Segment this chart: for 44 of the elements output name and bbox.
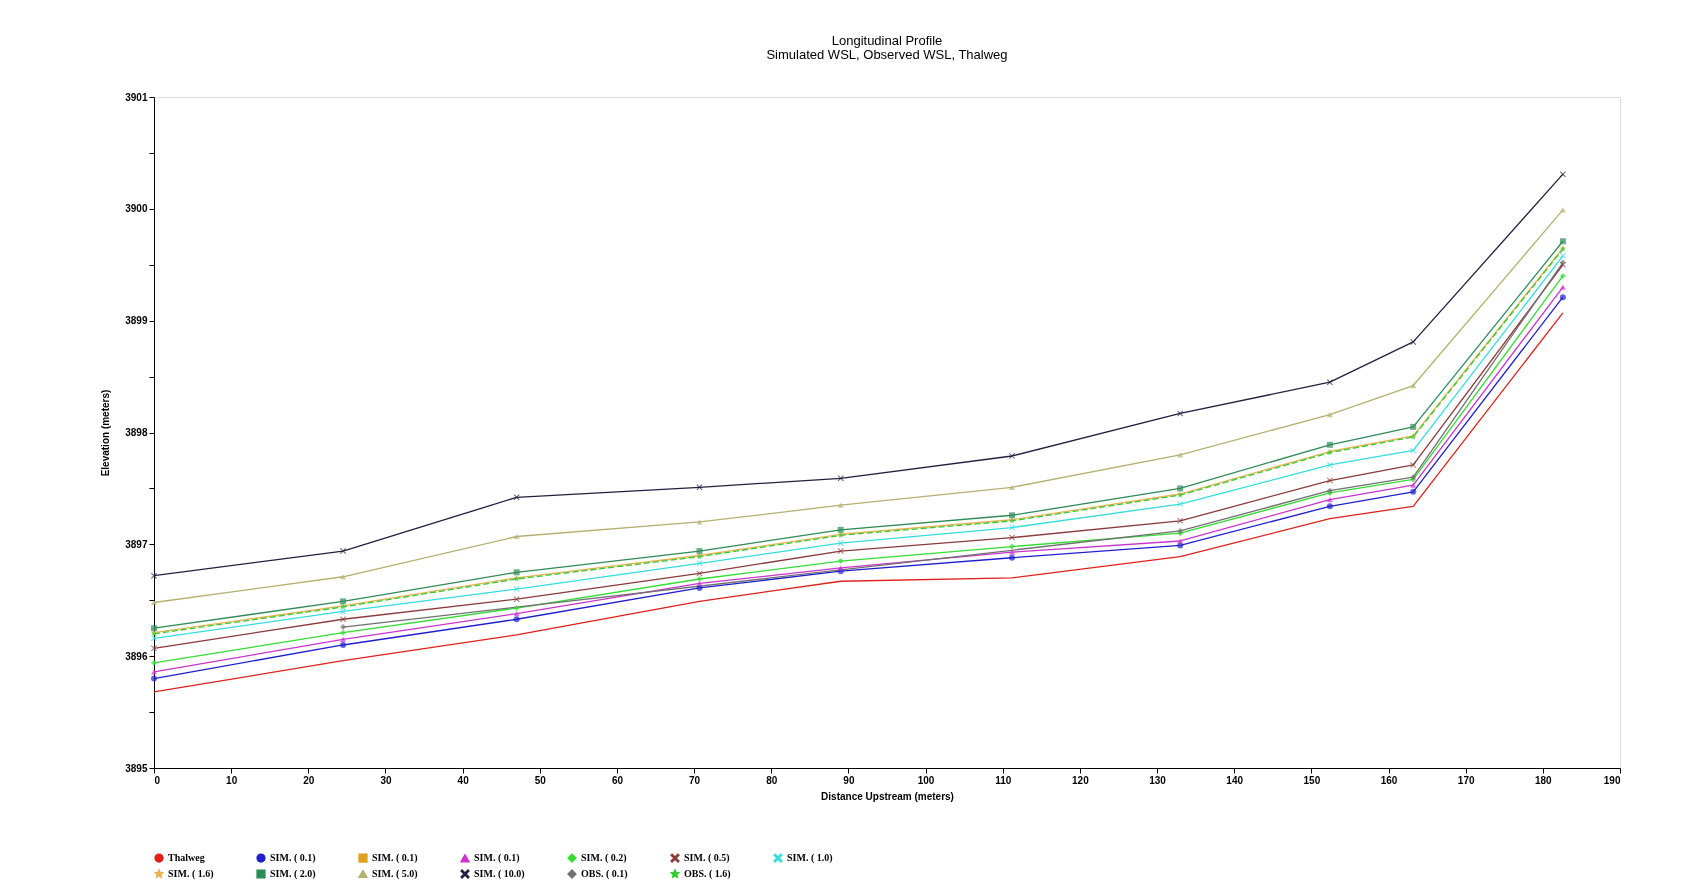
legend-label: SIM. ( 0.2) — [581, 852, 627, 865]
y-tick-label: 3897 — [125, 538, 148, 550]
x-tick-label: 130 — [1149, 774, 1167, 786]
x-tick-label: 110 — [995, 774, 1012, 786]
x-tick-label: 30 — [380, 774, 392, 786]
y-tick-label: 3899 — [125, 315, 148, 327]
x-tick-label: 120 — [1072, 774, 1090, 786]
legend-label: SIM. ( 1.6) — [168, 868, 214, 880]
x-tick-label: 70 — [689, 774, 701, 786]
chart-subtitle: Simulated WSL, Observed WSL, Thalweg — [766, 47, 1008, 62]
x-tick-label: 140 — [1226, 774, 1244, 786]
legend-label: SIM. ( 1.0) — [787, 852, 833, 865]
y-tick-label: 3895 — [125, 762, 148, 774]
x-tick-label: 170 — [1457, 774, 1475, 786]
legend-label: SIM. ( 5.0) — [372, 868, 418, 880]
y-tick-label: 3896 — [125, 650, 148, 662]
y-tick-label: 3900 — [125, 203, 148, 215]
x-axis-title: Distance Upstream (meters) — [821, 790, 954, 802]
x-tick-label: 190 — [1603, 774, 1621, 786]
y-axis-title: Elevation (meters) — [100, 389, 112, 477]
x-tick-label: 80 — [766, 774, 778, 786]
legend-label: SIM. ( 0.1) — [474, 852, 520, 865]
x-tick-label: 180 — [1535, 774, 1553, 786]
x-tick-label: 40 — [457, 774, 470, 786]
x-tick-label: 20 — [303, 774, 315, 786]
chart-title: Longitudinal Profile — [831, 33, 943, 48]
x-tick-label: 160 — [1380, 774, 1398, 786]
y-tick-label: 3901 — [125, 91, 148, 103]
legend-label: Thalweg — [168, 852, 205, 864]
legend-label: SIM. ( 0.1) — [270, 852, 316, 865]
legend-label: SIM. ( 0.1) — [372, 852, 418, 865]
x-tick-label: 100 — [917, 774, 935, 786]
legend-label: SIM. ( 0.5) — [684, 852, 730, 865]
x-tick-label: 50 — [534, 774, 547, 786]
legend-label: SIM. ( 10.0) — [474, 868, 525, 880]
x-tick-label: 10 — [226, 774, 238, 786]
legend-label: SIM. ( 2.0) — [270, 868, 316, 880]
x-tick-label: 150 — [1303, 774, 1321, 786]
legend-label: OBS. ( 1.6) — [684, 868, 731, 880]
legend-label: OBS. ( 0.1) — [581, 868, 628, 880]
x-tick-label: 60 — [611, 774, 624, 786]
x-tick-label: 90 — [843, 774, 855, 786]
x-tick-label: 0 — [154, 774, 161, 786]
y-tick-label: 3898 — [125, 427, 148, 438]
